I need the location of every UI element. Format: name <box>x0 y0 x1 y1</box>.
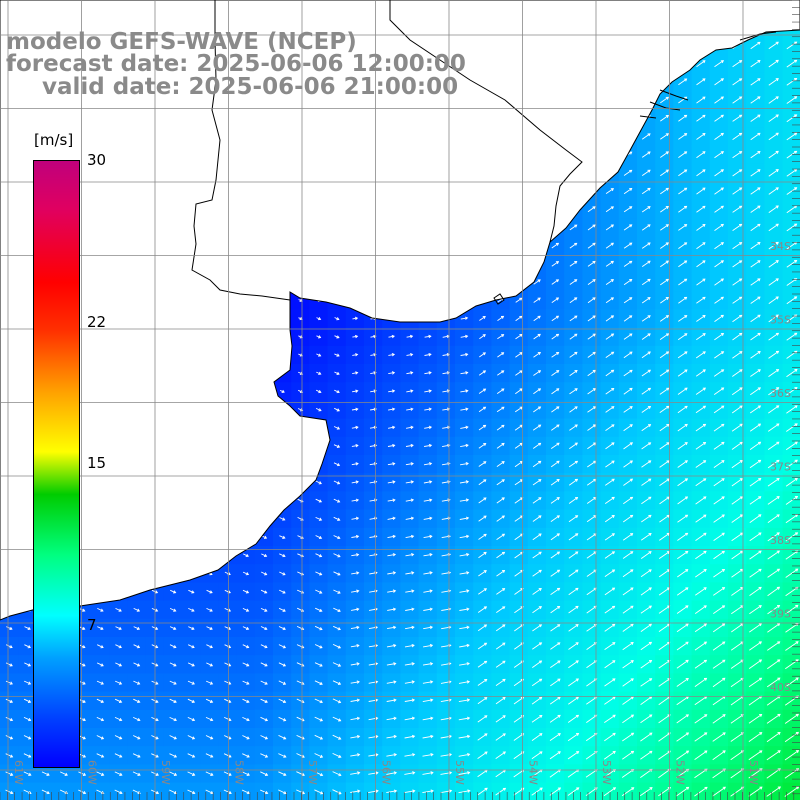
colorbar-gradient <box>34 161 79 767</box>
ocean-cell <box>236 782 256 800</box>
ocean-cell <box>72 782 92 800</box>
latitude-label: 35S <box>770 314 791 327</box>
ocean-cell <box>200 782 219 800</box>
longitude-label: 57W <box>306 760 319 785</box>
ocean-cell <box>309 782 329 800</box>
ocean-cell <box>163 782 183 800</box>
ocean-cell <box>91 782 110 800</box>
ocean-cell <box>782 782 800 800</box>
longitude-label: 54W <box>527 760 540 785</box>
latitude-label: 37S <box>770 461 791 474</box>
ocean-cell <box>54 782 74 800</box>
ocean-cell <box>273 782 292 800</box>
ocean-cell <box>109 782 128 800</box>
colorbar-tick-label: 30 <box>87 151 107 169</box>
ocean-cell <box>218 782 238 800</box>
longitude-label: 58W <box>233 760 246 785</box>
latitude-label: 34S <box>770 240 791 253</box>
colorbar-tick-label: 7 <box>87 615 97 634</box>
latitude-label: 39S <box>770 608 791 621</box>
colorbar-tick-label: 15 <box>87 454 107 472</box>
ocean-cell <box>0 782 19 800</box>
latitude-label: 40S <box>770 681 791 694</box>
ocean-cell <box>127 782 147 800</box>
longitude-label: 60W <box>86 760 99 785</box>
forecast-date: forecast date: 2025-06-06 12:00:00 <box>6 51 466 77</box>
longitude-label: 55W <box>453 760 466 785</box>
latitude-label: 38S <box>770 534 791 547</box>
ocean-cell <box>327 782 347 800</box>
longitude-label: 53W <box>600 760 613 785</box>
longitude-label: 56W <box>380 760 393 785</box>
ocean-cell <box>36 782 56 800</box>
latitude-label: 36S <box>770 387 791 400</box>
longitude-label: 59W <box>159 760 172 785</box>
ocean-cell <box>182 782 201 800</box>
valid-date: valid date: 2025-06-06 21:00:00 <box>42 74 459 100</box>
ocean-cell <box>291 782 310 800</box>
longitude-label: 51W <box>747 760 760 785</box>
ocean-cell <box>18 782 37 800</box>
longitude-label: 52W <box>674 760 687 785</box>
colorbar <box>33 160 80 768</box>
colorbar-unit: [m/s] <box>34 131 74 149</box>
longitude-label: 61W <box>12 760 25 785</box>
colorbar-tick-label: 22 <box>87 312 107 331</box>
ocean-cell <box>254 782 274 800</box>
